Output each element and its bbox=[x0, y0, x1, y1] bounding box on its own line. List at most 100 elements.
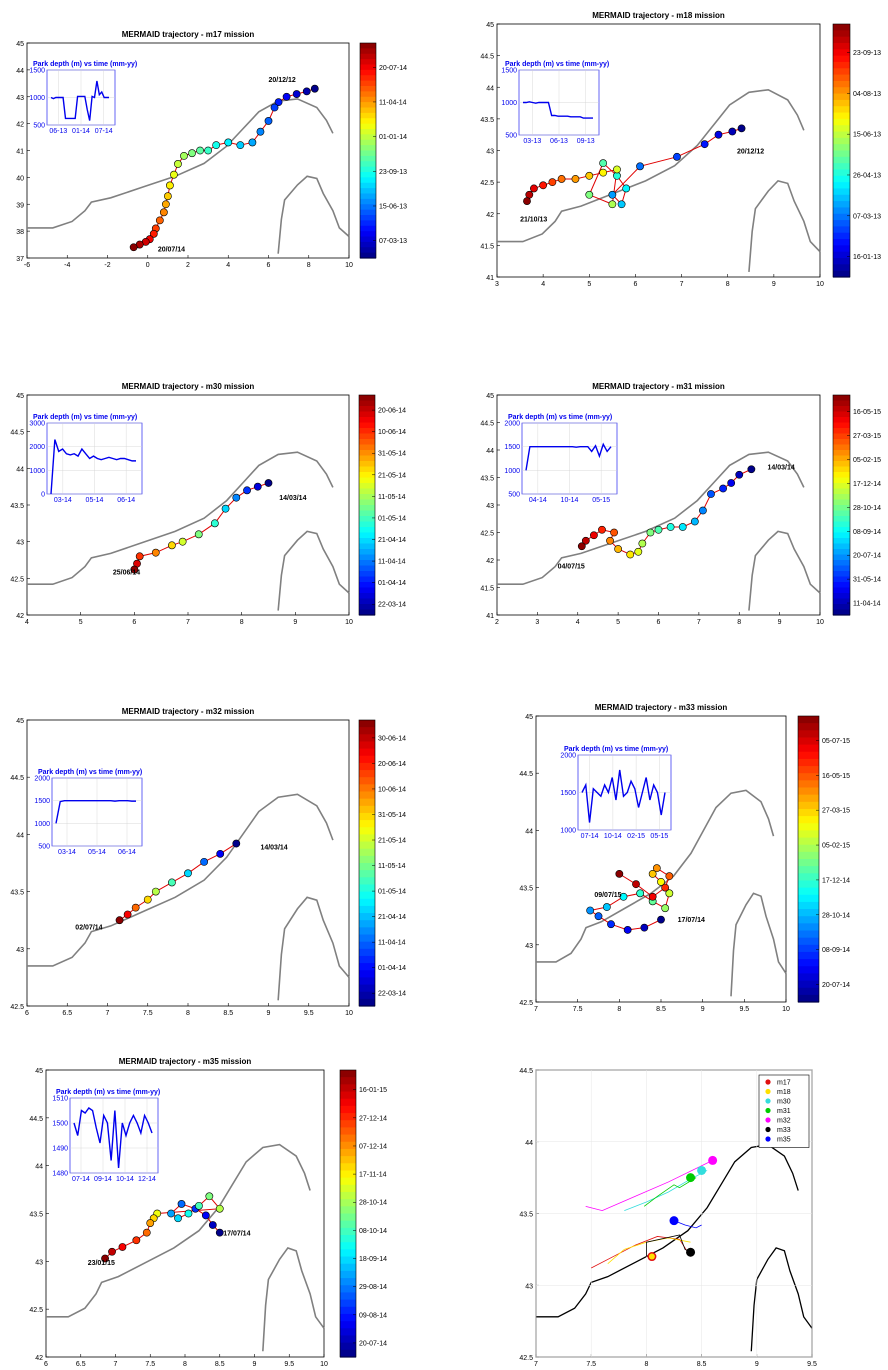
colorbar-frame bbox=[358, 394, 376, 616]
colorbar-band bbox=[359, 411, 375, 418]
colorbar-band bbox=[833, 137, 850, 145]
colorbar-band bbox=[360, 134, 376, 141]
colorbar: 16-01-15 27-12-14 07-12-14 17-11-14 28-10-14… bbox=[339, 1069, 387, 1358]
x-tick-label: 2 bbox=[186, 262, 190, 269]
trajectory-point bbox=[196, 146, 204, 155]
colorbar-band bbox=[359, 444, 375, 451]
trajectory-point bbox=[180, 151, 188, 160]
colorbar-band bbox=[833, 188, 850, 196]
x-tick-label: 6 bbox=[633, 281, 637, 288]
colorbar-band bbox=[360, 43, 376, 49]
inset-x-label: 10-14 bbox=[604, 833, 622, 840]
colorbar-band bbox=[360, 204, 376, 211]
inset-y-label: 2000 bbox=[34, 776, 50, 783]
trajectory-point bbox=[728, 127, 737, 136]
trajectory-point bbox=[302, 87, 311, 96]
y-tick-label: 45 bbox=[35, 1068, 43, 1075]
colorbar-label: 27-03-15 bbox=[853, 433, 881, 440]
x-tick-label: 9.5 bbox=[284, 1361, 294, 1368]
inset-x-label: 12-14 bbox=[138, 1176, 156, 1183]
colorbar-band bbox=[340, 1120, 356, 1128]
trajectory-point bbox=[700, 140, 709, 149]
colorbar-band bbox=[360, 118, 376, 125]
inset-y-label: 1500 bbox=[34, 798, 50, 805]
trajectory-point bbox=[640, 923, 649, 932]
colorbar-band bbox=[798, 730, 819, 739]
colorbar-label: 20-07-14 bbox=[822, 982, 850, 989]
trajectory-point bbox=[177, 1200, 186, 1208]
colorbar-band bbox=[360, 161, 376, 168]
y-tick-label: 43.5 bbox=[519, 1212, 533, 1219]
trajectory-point bbox=[248, 138, 257, 147]
colorbar-band bbox=[359, 466, 375, 473]
colorbar-band bbox=[359, 609, 375, 616]
colorbar-band bbox=[359, 461, 375, 468]
colorbar-band bbox=[340, 1163, 356, 1172]
trajectory-point bbox=[184, 1209, 193, 1218]
colorbar-band bbox=[359, 571, 375, 578]
y-tick-label: 42.5 bbox=[29, 1307, 43, 1314]
colorbar-band bbox=[340, 1191, 356, 1200]
chart-title: MERMAID trajectory - m33 mission bbox=[595, 703, 728, 712]
colorbar-band bbox=[360, 48, 376, 55]
x-tick-label: 7 bbox=[680, 281, 684, 288]
inset-x-label: 07-14 bbox=[95, 128, 113, 135]
colorbar-band bbox=[833, 576, 850, 583]
legend-marker bbox=[765, 1117, 771, 1123]
x-tick-label: 4 bbox=[25, 619, 29, 626]
y-tick-label: 42.5 bbox=[480, 180, 494, 187]
x-tick-label: 6.5 bbox=[62, 1010, 72, 1017]
colorbar-band bbox=[359, 428, 375, 435]
colorbar-band bbox=[833, 55, 850, 63]
colorbar-band bbox=[359, 543, 375, 550]
colorbar-band bbox=[833, 609, 850, 616]
trajectory-point bbox=[270, 103, 279, 112]
colorbar-band bbox=[360, 59, 376, 66]
trajectory-point bbox=[151, 887, 160, 896]
colorbar-band bbox=[798, 844, 819, 853]
colorbar-band bbox=[340, 1220, 356, 1229]
colorbar-band bbox=[833, 201, 850, 209]
colorbar-band bbox=[833, 74, 850, 82]
colorbar-band bbox=[340, 1306, 356, 1315]
y-tick-label: 39 bbox=[16, 202, 24, 209]
colorbar-band bbox=[833, 61, 850, 69]
colorbar-band bbox=[359, 834, 375, 843]
date-annotation: 20/07/14 bbox=[158, 246, 185, 253]
trajectory-point bbox=[632, 880, 640, 889]
y-tick-label: 44.5 bbox=[519, 1068, 533, 1075]
y-tick-label: 44.5 bbox=[519, 771, 533, 778]
colorbar-band bbox=[833, 477, 850, 484]
colorbar-band bbox=[340, 1328, 356, 1337]
x-tick-label: 7.5 bbox=[573, 1006, 583, 1013]
colorbar-band bbox=[833, 488, 850, 495]
colorbar-band bbox=[833, 264, 850, 272]
colorbar-label: 08-09-14 bbox=[822, 947, 850, 954]
colorbar-band bbox=[798, 837, 819, 846]
colorbar-band bbox=[359, 977, 375, 986]
colorbar-band bbox=[340, 1127, 356, 1136]
colorbar-band bbox=[833, 99, 850, 107]
legend: m17 m18 m30 m31 m32 m33 m35 bbox=[758, 1074, 810, 1148]
colorbar-band bbox=[340, 1156, 356, 1164]
trajectory-point bbox=[626, 550, 635, 559]
trajectory-point bbox=[623, 926, 632, 934]
colorbar-label: 17-12-14 bbox=[853, 481, 881, 488]
trajectory-point bbox=[101, 1254, 109, 1263]
trajectory-point bbox=[184, 869, 192, 878]
colorbar-label: 20-07-14 bbox=[853, 553, 881, 560]
x-tick-label: 8.5 bbox=[656, 1006, 666, 1013]
colorbar-band bbox=[360, 107, 376, 114]
inset-x-label: 09-13 bbox=[577, 138, 595, 145]
x-tick-label: 7 bbox=[534, 1006, 538, 1013]
legend-marker bbox=[765, 1126, 771, 1133]
colorbar-band bbox=[798, 787, 819, 796]
colorbar: 23-09-13 04-08-13 15-06-13 26-04-13 07-03-13… bbox=[832, 23, 881, 278]
colorbar-band bbox=[359, 798, 375, 807]
colorbar-label: 04-08-13 bbox=[853, 91, 881, 98]
colorbar-label: 11-04-14 bbox=[378, 559, 406, 566]
colorbar-band bbox=[359, 604, 375, 611]
trajectory-point bbox=[690, 517, 699, 526]
colorbar-band bbox=[833, 163, 850, 171]
trajectory-point bbox=[143, 895, 152, 904]
